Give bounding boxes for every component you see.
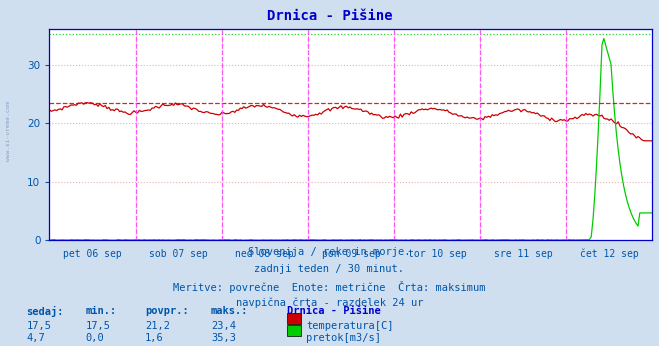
Text: 4,7: 4,7 [26,333,45,343]
Text: sedaj:: sedaj: [26,306,64,317]
Text: 21,2: 21,2 [145,321,170,331]
Text: www.si-vreme.com: www.si-vreme.com [6,101,11,162]
Text: navpična črta - razdelek 24 ur: navpična črta - razdelek 24 ur [236,297,423,308]
Text: zadnji teden / 30 minut.: zadnji teden / 30 minut. [254,264,405,274]
Text: 17,5: 17,5 [26,321,51,331]
Text: 23,4: 23,4 [211,321,236,331]
Text: Drnica - Pišine: Drnica - Pišine [287,306,380,316]
Text: min.:: min.: [86,306,117,316]
Text: tor 10 sep: tor 10 sep [408,249,467,259]
Text: ned 08 sep: ned 08 sep [235,249,294,259]
Text: Meritve: povrečne  Enote: metrične  Črta: maksimum: Meritve: povrečne Enote: metrične Črta: … [173,281,486,293]
Text: Drnica - Pišine: Drnica - Pišine [267,9,392,22]
Text: pon 09 sep: pon 09 sep [322,249,380,259]
Text: Slovenija / reke in morje.: Slovenija / reke in morje. [248,247,411,257]
Text: 35,3: 35,3 [211,333,236,343]
Text: sob 07 sep: sob 07 sep [149,249,208,259]
Text: čet 12 sep: čet 12 sep [580,249,639,260]
Text: pet 06 sep: pet 06 sep [63,249,122,259]
Text: 17,5: 17,5 [86,321,111,331]
Text: 0,0: 0,0 [86,333,104,343]
Text: maks.:: maks.: [211,306,248,316]
Text: 1,6: 1,6 [145,333,163,343]
Text: temperatura[C]: temperatura[C] [306,321,394,331]
Text: pretok[m3/s]: pretok[m3/s] [306,333,382,343]
Text: povpr.:: povpr.: [145,306,188,316]
Text: sre 11 sep: sre 11 sep [494,249,553,259]
